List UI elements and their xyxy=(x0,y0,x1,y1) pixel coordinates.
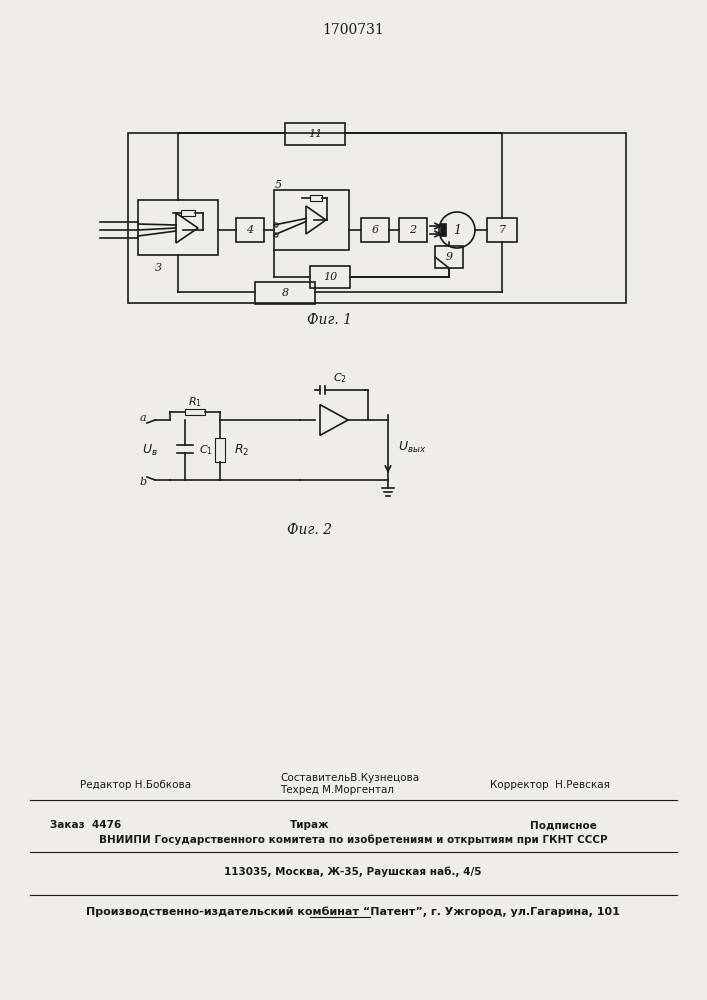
Text: 1: 1 xyxy=(453,224,461,236)
Circle shape xyxy=(274,223,278,227)
Text: $U_в$: $U_в$ xyxy=(142,442,158,458)
Bar xyxy=(215,438,225,462)
Text: 8: 8 xyxy=(281,288,288,298)
Text: a: a xyxy=(140,413,146,423)
Bar xyxy=(181,210,195,216)
Bar xyxy=(128,133,626,303)
Bar xyxy=(310,195,322,201)
Bar xyxy=(487,218,517,242)
Bar xyxy=(236,218,264,242)
Bar xyxy=(310,266,350,288)
Text: 11: 11 xyxy=(308,129,322,139)
Text: Корректор  Н.Ревская: Корректор Н.Ревская xyxy=(490,780,610,790)
Text: Тираж: Тираж xyxy=(291,820,329,830)
Text: Производственно-издательский комбинат “Патент”, г. Ужгород, ул.Гагарина, 101: Производственно-издательский комбинат “П… xyxy=(86,907,620,917)
Text: 113035, Москва, Ж-35, Раушская наб., 4/5: 113035, Москва, Ж-35, Раушская наб., 4/5 xyxy=(224,867,481,877)
Text: $U_{вых}$: $U_{вых}$ xyxy=(398,440,426,455)
Text: Фиг. 1: Фиг. 1 xyxy=(308,313,353,327)
Bar xyxy=(441,224,446,236)
Text: 6: 6 xyxy=(371,225,378,235)
Text: 1700731: 1700731 xyxy=(322,23,384,37)
Circle shape xyxy=(274,233,278,237)
Text: ВНИИПИ Государственного комитета по изобретениям и открытиям при ГКНТ СССР: ВНИИПИ Государственного комитета по изоб… xyxy=(99,835,607,845)
Text: СоставительВ.Кузнецова: СоставительВ.Кузнецова xyxy=(280,773,419,783)
Text: Техред М.Моргентал: Техред М.Моргентал xyxy=(280,785,394,795)
Text: 4: 4 xyxy=(247,225,254,235)
Text: $C_1$: $C_1$ xyxy=(199,443,213,457)
Bar xyxy=(138,200,218,255)
Bar xyxy=(255,282,315,304)
Text: Редактор Н.Бобкова: Редактор Н.Бобкова xyxy=(80,780,191,790)
Text: $R_2$: $R_2$ xyxy=(234,442,250,458)
Text: 10: 10 xyxy=(323,272,337,282)
Text: b: b xyxy=(139,477,146,487)
Text: 2: 2 xyxy=(409,225,416,235)
Text: $C_2$: $C_2$ xyxy=(333,371,347,385)
Text: 9: 9 xyxy=(445,252,452,262)
Text: Подписное: Подписное xyxy=(530,820,597,830)
Text: $R_1$: $R_1$ xyxy=(188,395,202,409)
Bar xyxy=(274,190,349,250)
Text: Фиг. 2: Фиг. 2 xyxy=(288,523,332,537)
Bar xyxy=(185,409,205,415)
Text: Заказ  4476: Заказ 4476 xyxy=(50,820,121,830)
Bar xyxy=(399,218,427,242)
Text: 7: 7 xyxy=(498,225,506,235)
Text: 5: 5 xyxy=(274,180,281,190)
Text: 3: 3 xyxy=(154,263,162,273)
Bar xyxy=(361,218,389,242)
Bar xyxy=(285,123,345,145)
Bar xyxy=(435,246,463,268)
